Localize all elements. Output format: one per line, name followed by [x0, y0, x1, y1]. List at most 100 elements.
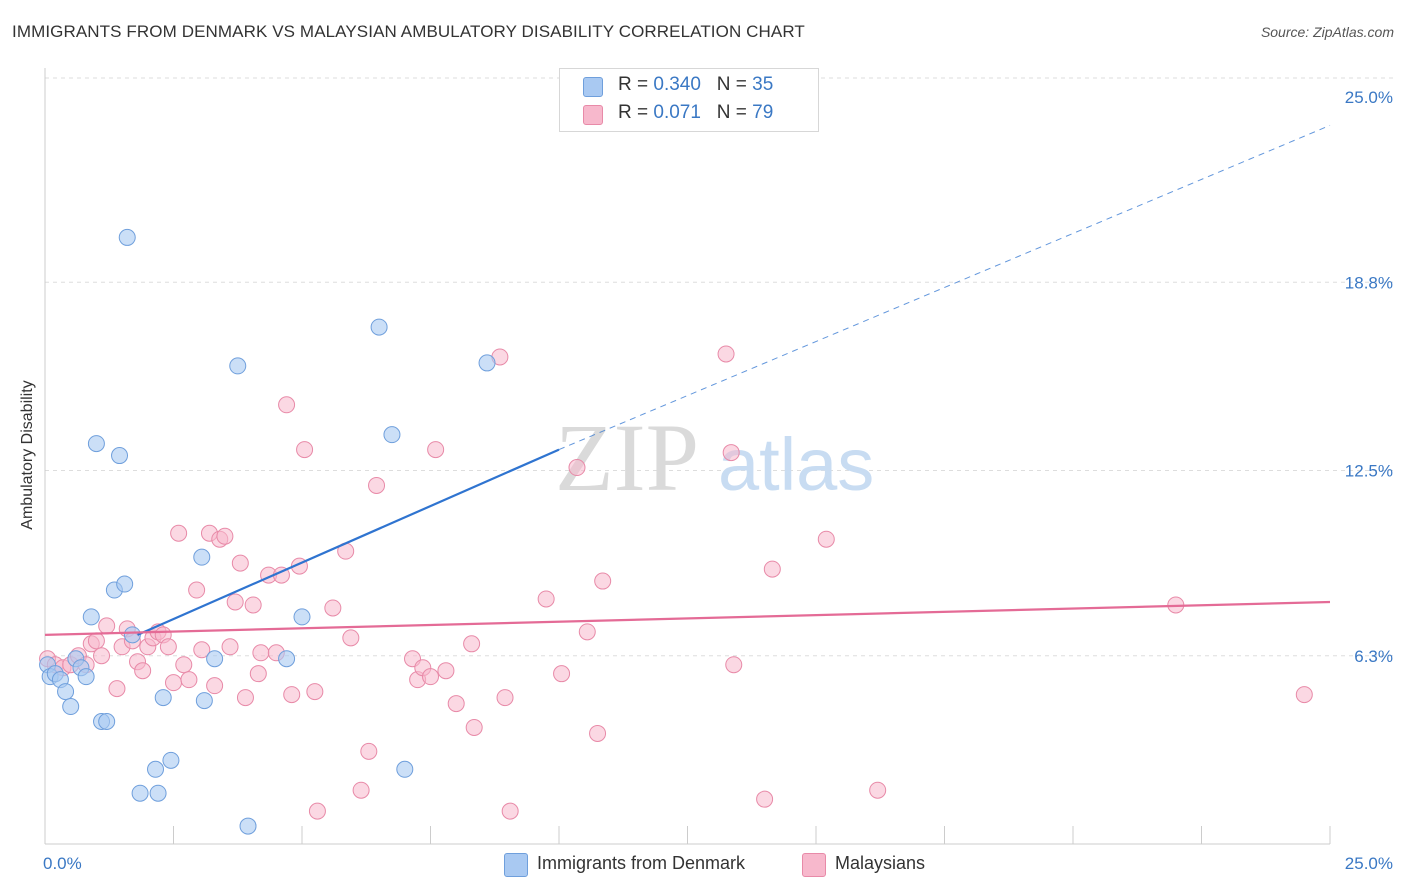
malaysians-point — [306, 683, 324, 701]
watermark: ZIP atlas — [555, 404, 874, 511]
malaysians-point — [170, 524, 188, 542]
correlation-legend: R = 0.340 N = 35 R = 0.071 N = 79 — [559, 68, 819, 132]
malaysians-point — [722, 444, 740, 462]
denmark-point — [396, 760, 414, 778]
legend-swatch-denmark-bottom — [504, 853, 528, 877]
denmark-point — [87, 435, 105, 453]
malaysians-point — [447, 695, 465, 713]
malaysians-point — [501, 802, 519, 820]
malaysians-point — [165, 674, 182, 692]
malaysians-point — [188, 581, 206, 599]
denmark-point — [278, 650, 296, 668]
malaysians-point — [1295, 686, 1313, 704]
denmark-point — [154, 689, 172, 707]
malaysians-point — [553, 665, 571, 683]
malaysians-point — [180, 671, 198, 689]
denmark-point — [206, 650, 224, 668]
malaysians-point — [236, 689, 254, 707]
malaysians-point — [226, 593, 244, 611]
malaysians-point — [578, 623, 596, 641]
denmark-trendline-extension — [558, 124, 1331, 451]
denmark-point — [229, 357, 247, 375]
malaysians-point — [422, 668, 439, 686]
denmark-point — [98, 712, 116, 730]
trendlines — [44, 124, 1331, 636]
malaysians-point — [869, 781, 887, 799]
denmark-point — [111, 447, 129, 465]
legend-swatch-malaysians — [583, 105, 603, 125]
denmark-point — [239, 817, 257, 835]
malaysians-point — [193, 641, 211, 659]
x-tick-label: 25.0% — [1345, 854, 1393, 873]
malaysians-point — [496, 689, 514, 707]
denmark-point — [131, 784, 149, 802]
n-value-malaysians: 79 — [752, 102, 774, 123]
denmark-point — [195, 692, 213, 710]
malaysians-point — [216, 527, 234, 545]
axis-layer — [44, 68, 1331, 845]
denmark-point — [123, 626, 141, 644]
malaysians-point — [87, 632, 105, 650]
y-tick-label: 12.5% — [1345, 462, 1393, 481]
malaysians-point — [244, 596, 262, 614]
malaysians-point — [342, 629, 360, 647]
tick-labels: 6.3% 12.5% 18.8% 25.0% 0.0% 25.0% — [43, 88, 1393, 873]
denmark-point — [147, 760, 165, 778]
malaysians-point — [108, 680, 126, 698]
malaysians-point — [537, 590, 555, 608]
malaysians-point — [437, 662, 455, 680]
series-legend: Immigrants from Denmark Malaysians — [0, 852, 1406, 878]
malaysians-point — [352, 781, 370, 799]
malaysians-point — [175, 656, 193, 674]
malaysians-point — [725, 656, 743, 674]
malaysians-point — [249, 665, 267, 683]
malaysians-point — [427, 441, 445, 459]
denmark-point — [116, 575, 134, 593]
legend-swatch-denmark — [583, 77, 603, 97]
malaysians-point — [360, 742, 378, 760]
legend-text-denmark: R = 0.340 N = 35 — [618, 74, 774, 95]
malaysians-point — [594, 572, 612, 590]
denmark-trendline — [137, 448, 560, 636]
malaysians-trendline — [44, 600, 1331, 636]
y-tick-label: 25.0% — [1345, 88, 1393, 107]
watermark-atlas: atlas — [718, 423, 874, 506]
denmark-point — [193, 548, 211, 566]
denmark-point — [478, 354, 496, 372]
malaysians-point — [252, 644, 270, 662]
malaysians-point — [98, 617, 116, 635]
denmark-point — [62, 698, 80, 716]
r-value-malaysians: 0.071 — [653, 102, 701, 123]
malaysians-point — [717, 345, 735, 363]
legend-label-denmark: Immigrants from Denmark — [537, 853, 746, 873]
malaysians-point — [206, 677, 224, 695]
legend-label-malaysians: Malaysians — [835, 853, 926, 873]
chart-title: IMMIGRANTS FROM DENMARK VS MALAYSIAN AMB… — [12, 22, 805, 41]
malaysians-point — [817, 530, 835, 548]
denmark-point — [118, 228, 136, 246]
malaysians-point — [93, 647, 111, 665]
malaysians-point — [465, 718, 483, 736]
denmark-point — [77, 668, 95, 686]
legend-swatch-malaysians-bottom — [802, 853, 826, 877]
denmark-point — [162, 751, 180, 769]
malaysians-point — [134, 662, 152, 680]
x-tick-label: 0.0% — [43, 854, 82, 873]
legend-text-malaysians: R = 0.071 N = 79 — [618, 102, 774, 123]
malaysians-point — [568, 459, 586, 477]
malaysians-point — [231, 554, 249, 572]
malaysians-point — [278, 396, 296, 414]
malaysians-point — [159, 638, 177, 656]
denmark-point — [82, 608, 100, 626]
r-value-denmark: 0.340 — [653, 74, 701, 95]
malaysians-point — [368, 476, 386, 494]
malaysians-point — [283, 686, 301, 704]
denmark-point — [293, 608, 311, 626]
malaysians-point — [221, 638, 239, 656]
denmark-point — [383, 426, 401, 444]
malaysians-point — [296, 441, 314, 459]
denmark-point — [57, 683, 75, 701]
y-tick-label: 18.8% — [1345, 273, 1393, 292]
source-label: Source: ZipAtlas.com — [1260, 24, 1394, 40]
